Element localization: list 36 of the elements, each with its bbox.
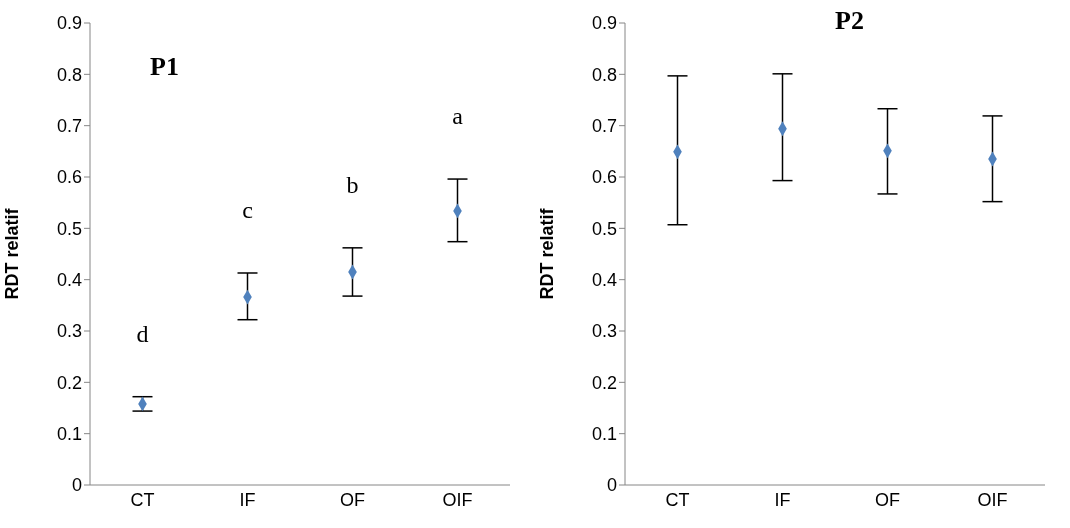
y-tick-label: 0.4 [56,270,82,291]
y-tick-label: 0.8 [56,64,82,85]
y-tick-label: 0.3 [591,321,617,342]
y-tick-label: 0.2 [56,372,82,393]
y-tick-label: 0.6 [56,167,82,188]
y-tick-label: 0 [606,475,617,496]
y-tick-label: 0.1 [56,424,82,445]
annotation: d [136,320,149,347]
x-tick-label: IF [774,489,791,510]
y-tick-label: 0.6 [591,167,617,188]
y-axis-title: RDT relatif [537,207,558,300]
x-tick-label: CT [665,489,690,510]
y-tick-label: 0.9 [56,13,82,34]
y-tick-label: 0.7 [56,116,82,137]
x-tick-label: IF [239,489,256,510]
text: P1 [150,52,179,82]
y-tick-label: 0.3 [56,321,82,342]
y-tick-label: 0.5 [56,218,82,239]
x-tick-label: OIF [977,489,1008,510]
annotation: c [242,196,253,223]
y-tick-label: 0.9 [591,13,617,34]
y-tick-label: 0.1 [591,424,617,445]
x-tick-label: OIF [442,489,473,510]
y-axis-title: RDT relatif [2,207,23,300]
y-tick-label: 0.4 [591,270,617,291]
x-tick-label: OF [875,489,900,510]
annotation: a [452,103,464,130]
y-tick-label: 0.5 [591,218,617,239]
annotation: b [346,171,359,198]
y-tick-label: 0.8 [591,64,617,85]
x-tick-label: CT [130,489,155,510]
x-tick-label: OF [340,489,365,510]
chart-title: P2 [835,6,864,36]
y-tick-label: 0.2 [591,372,617,393]
y-tick-label: 0 [71,475,82,496]
y-tick-label: 0.7 [591,116,617,137]
